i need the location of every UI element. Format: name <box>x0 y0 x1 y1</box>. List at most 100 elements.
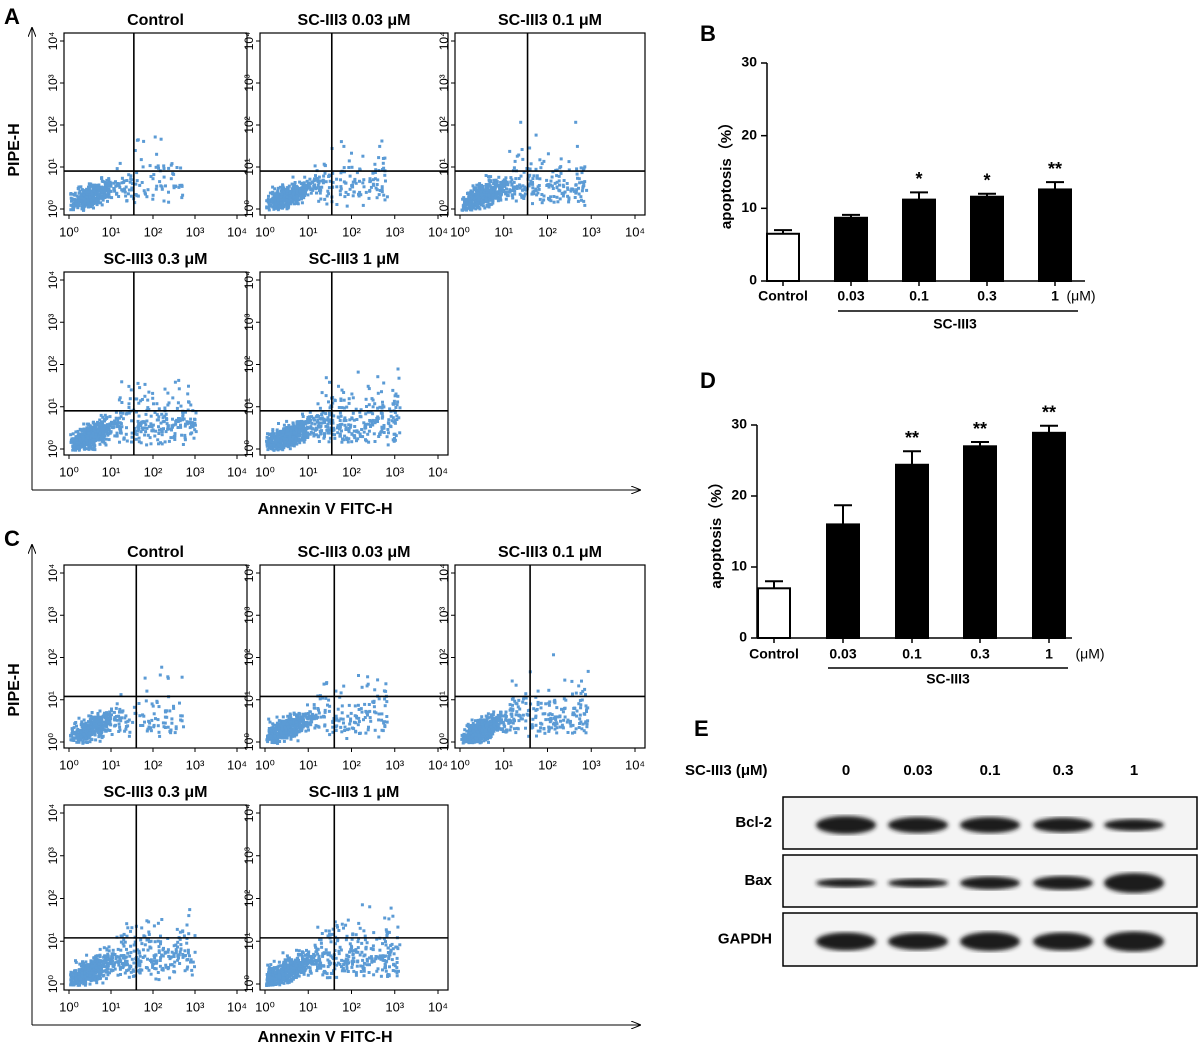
event-dot <box>558 197 562 201</box>
event-dot <box>580 180 584 184</box>
event-dot <box>573 196 577 199</box>
event-dot <box>542 727 546 731</box>
event-dot <box>500 182 503 186</box>
event-dot <box>374 419 378 422</box>
event-dot <box>152 402 155 406</box>
event-dot <box>474 719 477 723</box>
event-dot <box>286 187 290 191</box>
event-dot <box>487 732 491 736</box>
event-dot <box>76 736 80 740</box>
event-dot <box>124 720 128 724</box>
event-dot <box>94 193 98 197</box>
event-dot <box>92 194 96 198</box>
event-dot <box>323 171 327 175</box>
event-dot <box>488 198 492 202</box>
event-dot <box>74 204 78 208</box>
y-tick-label: 10² <box>437 116 451 133</box>
event-dot <box>398 406 402 410</box>
event-dot <box>96 420 99 424</box>
event-dot <box>359 193 363 197</box>
event-dot <box>361 154 365 158</box>
event-dot <box>160 187 164 191</box>
event-dot <box>555 706 559 710</box>
event-dot <box>552 195 556 198</box>
event-dot <box>144 699 148 703</box>
event-dot <box>115 702 119 706</box>
event-dot <box>276 436 280 439</box>
event-dot <box>501 179 505 183</box>
event-dot <box>517 698 521 702</box>
event-dot <box>120 710 124 714</box>
event-dot <box>545 178 549 182</box>
event-dot <box>513 727 516 731</box>
event-dot <box>181 443 185 446</box>
event-dot <box>535 193 539 197</box>
event-dot <box>336 707 340 711</box>
event-dot <box>355 418 359 421</box>
event-dot <box>101 728 105 732</box>
event-dot <box>378 433 382 436</box>
plot-title: SC-III3 0.1 μM <box>498 544 602 561</box>
event-dot <box>73 443 77 447</box>
event-dot <box>311 188 315 192</box>
event-dot <box>461 741 465 745</box>
event-dot <box>373 710 376 714</box>
event-dot <box>98 418 102 422</box>
event-dot <box>531 181 534 184</box>
event-dot <box>324 682 328 686</box>
y-tick-label: 10¹ <box>46 398 60 415</box>
event-dot <box>269 736 273 740</box>
event-dot <box>282 721 286 724</box>
event-dot <box>183 433 187 437</box>
event-dot <box>271 185 275 189</box>
event-dot <box>506 194 510 198</box>
event-dot <box>536 700 540 704</box>
event-dot <box>366 682 370 686</box>
event-dot <box>470 196 474 200</box>
y-tick-label: 10¹ <box>46 691 60 708</box>
event-dot <box>312 717 316 721</box>
event-dot <box>481 196 485 200</box>
event-dot <box>574 120 578 124</box>
event-dot <box>189 403 193 407</box>
event-dot <box>163 721 167 725</box>
event-dot <box>559 171 563 175</box>
event-dot <box>112 187 116 190</box>
x-axis-label: Annexin V FITC-H <box>257 501 392 518</box>
event-dot <box>78 191 82 195</box>
event-dot <box>487 182 491 186</box>
event-dot <box>309 425 313 429</box>
event-dot <box>309 430 313 434</box>
event-dot <box>347 430 351 434</box>
event-dot <box>373 177 377 181</box>
event-dot <box>584 731 588 735</box>
event-dot <box>344 181 348 185</box>
event-dot <box>475 183 479 187</box>
event-dot <box>348 174 352 178</box>
event-dot <box>536 703 540 707</box>
event-dot <box>364 412 368 416</box>
event-dot <box>114 706 118 710</box>
event-dot <box>179 404 183 408</box>
event-dot <box>296 717 300 721</box>
event-dot <box>295 424 299 428</box>
event-dot <box>276 186 280 190</box>
event-dot <box>281 731 285 735</box>
event-dot <box>567 200 571 204</box>
event-dot <box>96 712 100 716</box>
event-dot <box>294 437 298 441</box>
event-dot <box>543 731 547 735</box>
event-cloud <box>460 653 590 745</box>
event-dot <box>173 432 177 436</box>
event-dot <box>185 422 189 426</box>
event-dot <box>318 417 322 420</box>
event-dot <box>119 411 122 415</box>
x-tick-label: 10¹ <box>102 224 121 239</box>
event-dot <box>585 188 589 192</box>
event-dot <box>143 720 146 724</box>
x-tick-label: 10³ <box>385 464 404 479</box>
event-dot <box>566 194 570 198</box>
event-dot <box>574 727 578 731</box>
event-dot <box>280 725 284 729</box>
event-dot <box>484 200 488 203</box>
